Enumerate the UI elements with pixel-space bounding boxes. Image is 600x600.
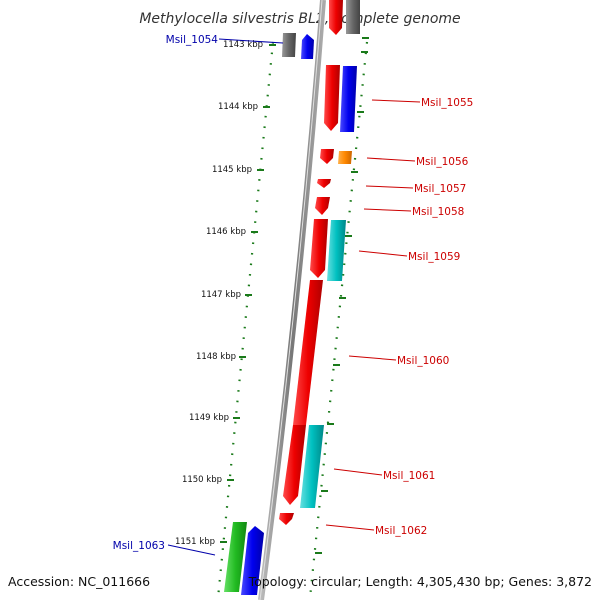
scale-label: 1147 kbp	[201, 290, 241, 300]
gene-msil-1054-blue[interactable]	[301, 34, 314, 59]
accession-text: Accession: NC_011666	[8, 574, 150, 589]
scale-label: 1149 kbp	[189, 413, 229, 423]
callout-line-msil-1057	[365, 185, 414, 189]
gene-label-msil-1060[interactable]: Msil_1060	[397, 355, 449, 367]
gene-msil-1058-red[interactable]	[315, 197, 330, 215]
gene-top-gray[interactable]	[346, 0, 360, 34]
callout-line-msil-1061	[333, 468, 383, 476]
scale-label: 1143 kbp	[223, 40, 263, 50]
topology-text: Topology: circular; Length: 4,305,430 bp…	[248, 574, 592, 589]
callout-line-msil-1055	[371, 99, 421, 103]
gene-label-msil-1062[interactable]: Msil_1062	[375, 525, 427, 537]
gene-msil-1061-red[interactable]	[283, 425, 306, 505]
callout-line-msil-1058	[363, 208, 412, 212]
map-title: Methylocella silvestris BL2, complete ge…	[139, 11, 460, 27]
gene-msil-1054-gray[interactable]	[282, 33, 296, 57]
gene-label-msil-1055[interactable]: Msil_1055	[421, 97, 473, 109]
genome-backbone	[258, 0, 326, 600]
genome-backbone-highlight	[259, 0, 323, 600]
gene-msil-1059-red[interactable]	[310, 219, 328, 278]
gene-msil-1057-red[interactable]	[317, 179, 331, 188]
gene-label-msil-1063[interactable]: Msil_1063	[113, 540, 165, 552]
gene-labels: Msil_1054 Msil_1055 Msil_1056 Msil_1057 …	[113, 34, 474, 552]
scale-label: 1148 kbp	[196, 352, 236, 362]
gene-features	[224, 0, 360, 595]
scale-band-right-line	[308, 41, 369, 599]
gene-label-msil-1056[interactable]: Msil_1056	[416, 156, 469, 168]
gene-msil-1063-blue[interactable]	[241, 526, 264, 595]
callout-line-msil-1062	[325, 524, 375, 531]
gene-msil-1060-red[interactable]	[293, 280, 323, 425]
scale-labels: 1143 kbp 1144 kbp 1145 kbp 1146 kbp 1147…	[175, 40, 263, 547]
scale-label: 1151 kbp	[175, 537, 215, 547]
gene-msil-1061-cyan[interactable]	[300, 425, 324, 508]
scale-ticks-right	[315, 37, 369, 554]
gene-msil-1056-red[interactable]	[320, 149, 334, 164]
genome-backbone-arc	[258, 0, 326, 600]
callout-line-msil-1063	[167, 544, 216, 556]
gene-callout-lines	[167, 38, 421, 556]
gene-label-msil-1061[interactable]: Msil_1061	[383, 470, 435, 482]
scale-label: 1150 kbp	[182, 475, 222, 485]
gene-msil-1056-orange[interactable]	[338, 151, 352, 164]
scale-label: 1146 kbp	[206, 227, 246, 237]
callout-line-msil-1059	[358, 250, 408, 257]
callout-line-msil-1060	[348, 355, 397, 361]
gene-msil-1063-green[interactable]	[224, 522, 247, 592]
scale-band-left-line	[216, 41, 275, 599]
gene-label-msil-1054[interactable]: Msil_1054	[166, 34, 219, 46]
scale-ticks-left	[220, 44, 276, 543]
gene-msil-1055-blue[interactable]	[340, 66, 357, 132]
gene-label-msil-1058[interactable]: Msil_1058	[412, 206, 464, 218]
gene-label-msil-1059[interactable]: Msil_1059	[408, 251, 460, 263]
gene-label-msil-1057[interactable]: Msil_1057	[414, 183, 466, 195]
scale-label: 1144 kbp	[218, 102, 258, 112]
callout-line-msil-1054	[218, 38, 284, 44]
gene-msil-1055-red[interactable]	[324, 65, 340, 131]
gene-top-red[interactable]	[329, 0, 343, 35]
scale-label: 1145 kbp	[212, 165, 252, 175]
gene-msil-1062-red[interactable]	[279, 513, 294, 525]
gene-msil-1059-cyan[interactable]	[327, 220, 346, 281]
callout-line-msil-1056	[366, 157, 416, 162]
